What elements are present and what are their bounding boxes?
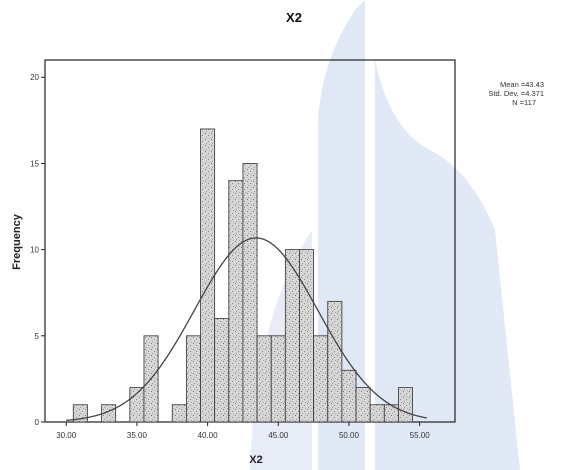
histogram-bar (200, 128, 216, 423)
x-tick-label: 40.00 (198, 431, 219, 440)
histogram-bar (398, 387, 413, 423)
histogram-bar (185, 335, 201, 423)
y-tick-label: 20 (30, 73, 39, 82)
y-axis-label: Frequency (11, 213, 23, 270)
y-tick-label: 15 (30, 159, 39, 168)
stats-box: Mean =43.43 Std. Dev. =4.371 N =117 (488, 80, 544, 107)
histogram-bar (171, 404, 187, 423)
histogram-bar (270, 335, 286, 423)
histogram-bar (256, 335, 272, 423)
normal-curve-line (66, 237, 427, 422)
histogram-bar (369, 404, 385, 423)
histogram-bar (299, 249, 315, 423)
histogram-bar (355, 387, 371, 423)
x-axis-label: X2 (249, 454, 262, 466)
chart-title: X2 (286, 10, 302, 25)
stats-mean: Mean =43.43 (500, 80, 544, 89)
histogram-bar (341, 369, 357, 423)
stats-std-dev: Std. Dev. =4.371 (488, 89, 544, 98)
histogram-bar (242, 163, 258, 423)
x-tick-label: 50.00 (339, 431, 360, 440)
histogram-bar (327, 300, 343, 423)
y-axis: 0 5 10 15 20 (30, 73, 45, 427)
x-tick-label: 45.00 (268, 431, 289, 440)
x-tick-label: 30.00 (56, 431, 77, 440)
histogram-bar (228, 180, 244, 423)
y-tick-label: 0 (35, 418, 40, 427)
x-tick-label: 35.00 (127, 431, 148, 440)
stats-n: N =117 (512, 98, 536, 107)
x-axis: 30.00 35.00 40.00 45.00 50.00 55.00 (56, 422, 430, 440)
histogram-bar (214, 318, 230, 423)
histogram-bars (72, 128, 413, 423)
histogram-bar (313, 335, 329, 423)
y-tick-label: 5 (35, 332, 40, 341)
y-tick-label: 10 (30, 246, 39, 255)
x-tick-label: 55.00 (410, 431, 431, 440)
